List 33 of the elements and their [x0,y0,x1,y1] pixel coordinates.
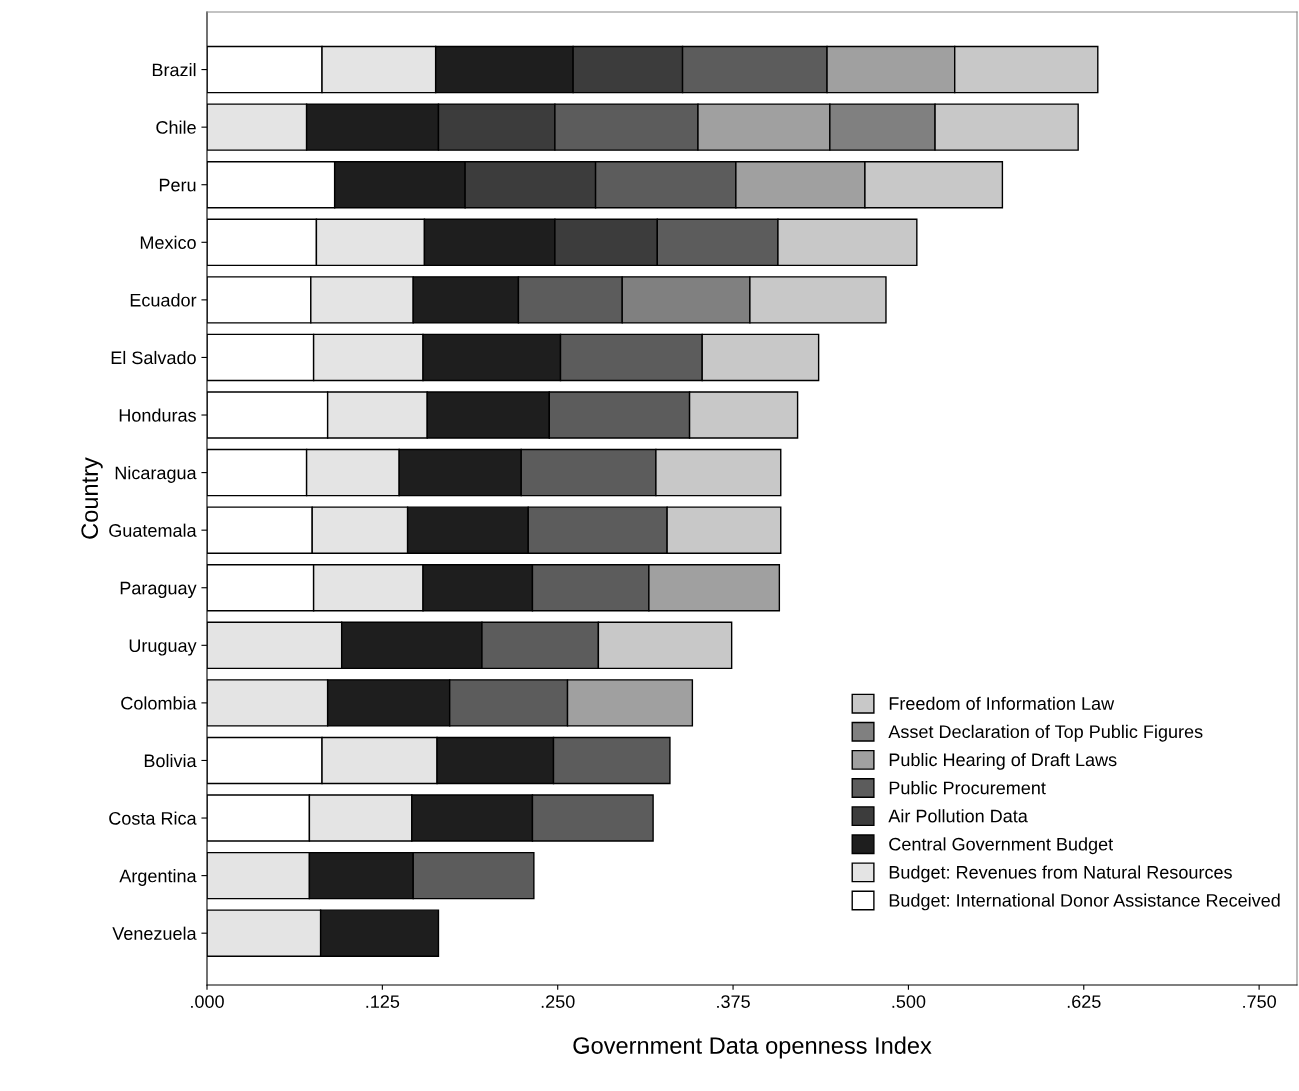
legend-label: Public Procurement [889,781,1046,795]
x-tick-label: .375 [717,995,750,1008]
y-tick-label: Chile [156,120,196,134]
x-axis-title: Government Data openness Index [573,1036,932,1059]
y-tick-label: Paraguay [120,581,197,599]
x-tick-label: .125 [366,995,400,1008]
x-tick-label: .750 [1243,995,1276,1008]
legend-label: Asset Declaration of Top Public Figures [888,724,1203,742]
y-tick-label: Nicaragua [115,466,197,483]
y-axis-title: Country [81,457,103,539]
y-tick-label: Peru [159,178,196,192]
y-tick-label: Argentina [119,869,197,886]
x-tick-label: .625 [1067,995,1101,1008]
y-tick-label: Honduras [119,408,196,422]
x-tick-label: .500 [892,995,926,1008]
legend-label: Air Pollution Data [888,809,1028,823]
legend-label: Freedom of Information Law [889,696,1115,710]
y-tick-label: Costa Rica [109,811,197,825]
y-tick-label: Uruguay [129,639,197,656]
y-tick-label: Venezuela [112,926,197,940]
y-tick-label: Mexico [140,235,196,250]
y-tick-label: Brazil [152,63,196,77]
legend-label: Budget: International Donor Assistance Received [889,893,1280,911]
y-tick-label: El Salvado [111,350,196,365]
y-tick-label: Ecuador [130,293,197,307]
legend-label: Central Government Budget [889,837,1114,855]
legend-label: Public Hearing of Draft Laws [889,752,1117,770]
y-tick-label: Colombia [121,696,197,710]
x-tick-label: .000 [191,995,224,1008]
y-tick-label: Bolivia [144,753,197,768]
x-tick-label: .250 [541,995,575,1008]
y-tick-label: Guatemala [109,523,197,537]
legend-label: Budget: Revenues from Natural Resources [889,865,1232,883]
